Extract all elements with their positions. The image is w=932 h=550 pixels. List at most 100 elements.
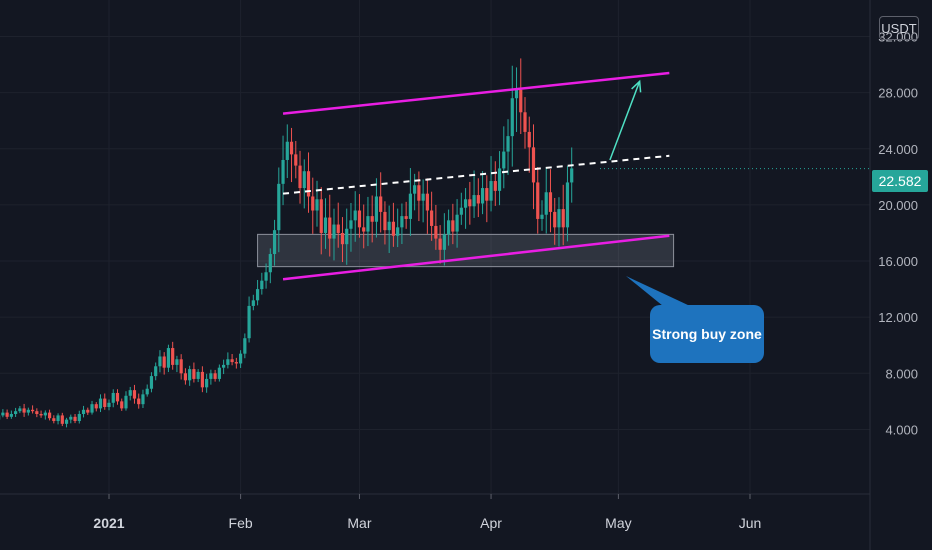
candle-body (413, 185, 417, 194)
candle-body (226, 359, 230, 365)
candle-body (149, 376, 154, 389)
candle-body (107, 402, 111, 407)
candle-body (115, 392, 120, 402)
candle-body (357, 210, 362, 228)
candle-body (175, 359, 179, 365)
candle-body (544, 192, 548, 215)
candle-body (141, 394, 145, 405)
price-axis[interactable]: 4.000 8.000 12.000 16.000 20.000 24.000 28.000… (878, 29, 918, 437)
candle-body (353, 210, 357, 221)
candle-body (222, 364, 226, 368)
candle-body (162, 356, 166, 368)
time-tick-label: 2021 (93, 515, 124, 531)
candle-body (438, 238, 442, 250)
candle-body (234, 362, 238, 364)
candle-body (417, 185, 421, 201)
candle-body (205, 378, 209, 388)
candle-body (302, 171, 306, 189)
candle-body (64, 419, 69, 424)
candle-body (336, 224, 340, 233)
candle-body (570, 168, 574, 183)
callout-bubble (650, 305, 764, 363)
candle-body (179, 359, 183, 374)
candle-body (209, 373, 213, 379)
candle-body (154, 366, 158, 377)
candle-body (362, 227, 366, 232)
support-line (282, 234, 670, 281)
candle-body (396, 227, 400, 236)
candle-body (374, 196, 379, 222)
candle-body (328, 217, 332, 239)
candle-body (132, 390, 137, 399)
time-tick-label: Mar (347, 515, 371, 531)
candle-body (425, 193, 429, 211)
candle-body (540, 214, 544, 219)
candle-body (476, 195, 480, 204)
candle-body (9, 414, 13, 417)
candle-body (506, 136, 510, 152)
candle-body (421, 193, 425, 201)
candle-body (400, 216, 404, 228)
candle-body (468, 199, 472, 207)
price-tick-label: 8.000 (885, 366, 918, 381)
time-tick-label: May (605, 515, 631, 531)
candle-body (73, 416, 77, 422)
candle-body (158, 356, 162, 367)
buy-zone-layer (257, 233, 675, 268)
candle-body (451, 220, 455, 232)
candle-body (43, 412, 47, 416)
candle-body (77, 414, 81, 422)
candle-body (39, 414, 43, 416)
candle-body (251, 300, 255, 306)
candle-body (489, 181, 493, 201)
candle-body (98, 398, 103, 409)
candle-body (137, 398, 141, 405)
resistance-line (282, 71, 670, 115)
candle-body (447, 220, 451, 235)
candle-body (272, 230, 277, 255)
candle-body (268, 254, 272, 273)
candle-body (5, 412, 9, 417)
candle-body (188, 369, 192, 381)
candle-body (243, 338, 247, 354)
candle-body (536, 182, 540, 219)
candle-body (247, 305, 251, 339)
buy-zone-box (257, 233, 675, 268)
time-axis[interactable]: 2021 Feb Mar Apr May Jun (93, 494, 761, 531)
candle-body (323, 217, 328, 233)
price-tick-label: 12.000 (878, 310, 918, 325)
price-tick-label: 28.000 (878, 86, 918, 101)
candle-body (298, 165, 302, 189)
candle-body (319, 199, 323, 233)
grid (0, 0, 870, 494)
candle-body (14, 411, 18, 415)
candle-body (531, 147, 536, 183)
callout-pointer (626, 276, 690, 306)
candle-body (255, 289, 260, 301)
candle-body (455, 214, 459, 232)
candle-body (459, 207, 463, 215)
price-tick-label: 24.000 (878, 142, 918, 157)
candle-body (497, 168, 502, 191)
candle-body (345, 228, 349, 245)
candle-body (60, 415, 64, 424)
candle-body (213, 373, 217, 379)
candle-body (442, 234, 446, 250)
candle-body (166, 348, 171, 368)
candle-body (86, 409, 90, 413)
price-tick-label: 16.000 (878, 254, 918, 269)
projection-arrowhead (631, 79, 642, 93)
candle-body (349, 220, 353, 229)
candle-body (391, 221, 396, 236)
buy-zone-annotation: Strong buy zone (652, 326, 762, 342)
currency-label[interactable]: USDT (879, 16, 919, 40)
candle-body (94, 404, 98, 409)
candle-body (264, 272, 268, 281)
candle-body (548, 192, 553, 212)
current-price-label: 22.582 (872, 170, 928, 192)
candle-body (56, 415, 60, 422)
candle-body (485, 188, 489, 201)
candle-body (18, 408, 22, 412)
